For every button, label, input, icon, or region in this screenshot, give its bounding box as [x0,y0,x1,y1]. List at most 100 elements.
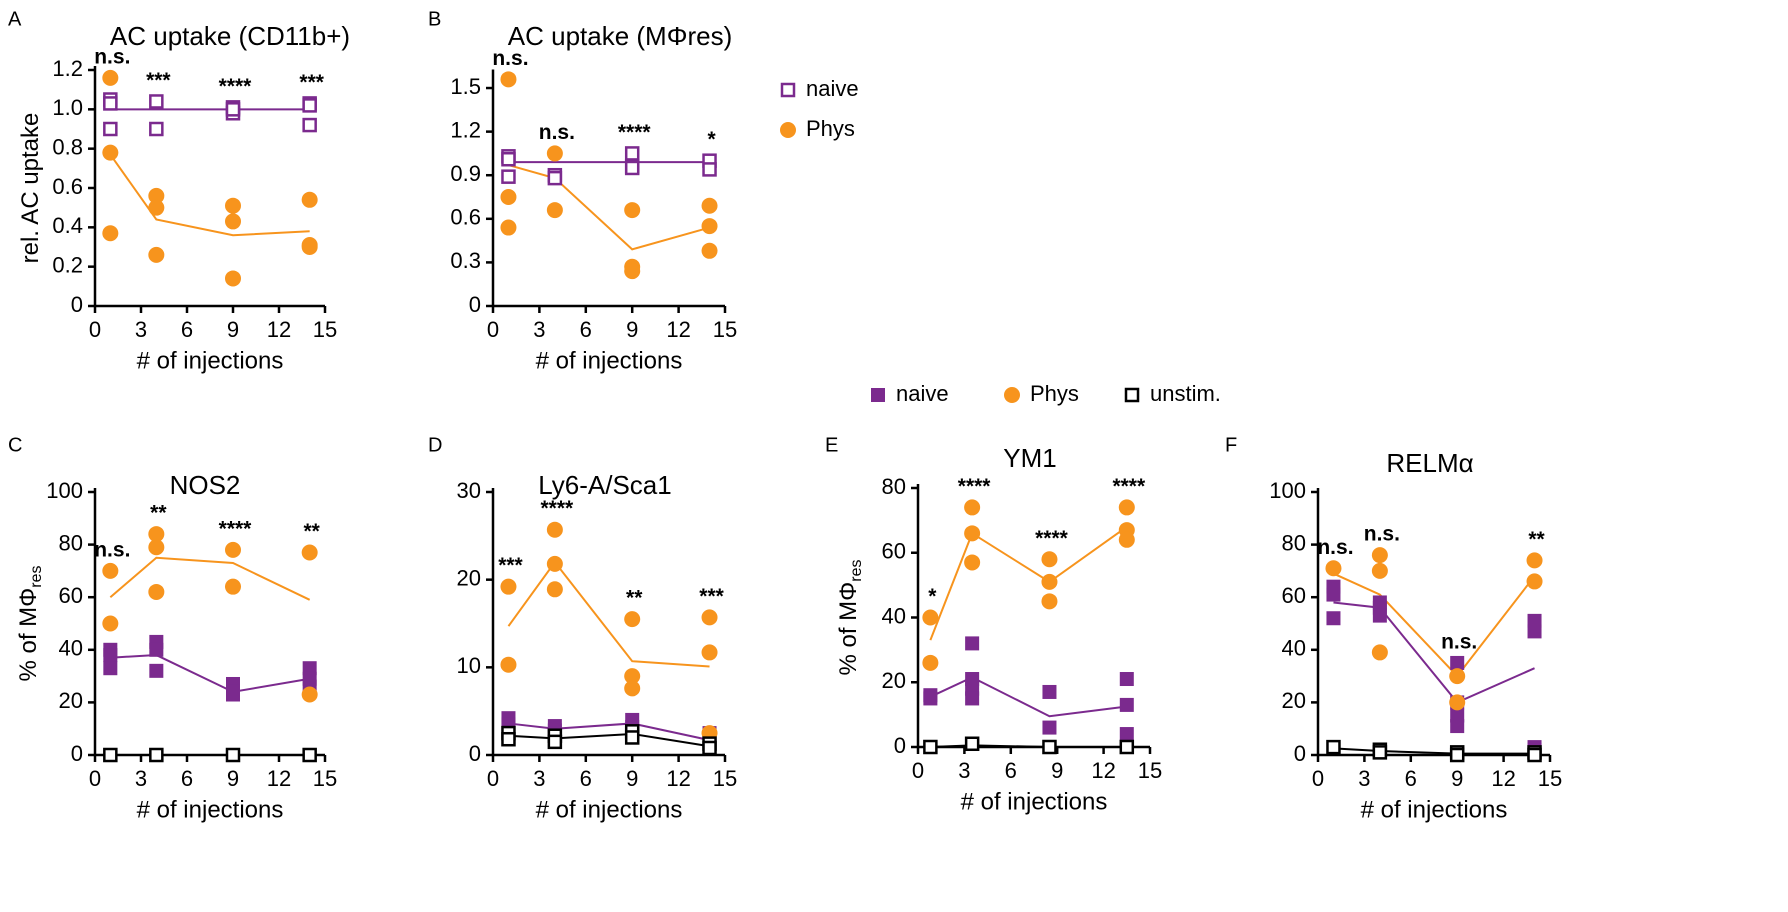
x-tick-label: 0 [89,317,101,342]
square-point [1372,608,1387,623]
phys-point [301,239,318,255]
significance-label: n.s. [1441,630,1477,653]
x-tick-label: 12 [1491,766,1515,791]
x-tick-label: 9 [626,317,638,342]
chart-title: AC uptake (CD11b+) [110,21,350,51]
legend-label: unstim. [1150,381,1221,406]
significance-label: **** [219,517,253,540]
phys-point [701,197,718,214]
phys-point [102,225,119,242]
phys-point [624,202,641,219]
square-point [103,648,118,663]
significance-label: n.s. [94,538,130,561]
panel-letter: F [1225,434,1237,456]
legend-label: naive [896,381,949,406]
phys-point [148,187,165,204]
y-tick-label: 60 [59,583,83,608]
phys-point [148,246,165,263]
open-square-point [547,170,563,186]
phys-point [1371,644,1388,661]
panel-letter: A [8,8,22,30]
phys-point [225,213,241,230]
mean-line [508,164,710,251]
y-tick-label: 0.6 [450,205,481,230]
y-tick-label: 0.4 [52,213,83,238]
square-point [965,636,980,651]
open-square-point [501,731,516,747]
open-square-point [225,102,241,117]
significance-label: n.s. [1317,536,1353,559]
square-point [1119,672,1134,687]
y-tick-label: 40 [59,636,83,661]
x-tick-label: 9 [227,317,239,342]
y-axis-label: % of MΦres [835,559,865,675]
square-point [1527,613,1542,628]
phys-point [1449,668,1466,685]
open-square-point [1042,739,1057,755]
x-tick-label: 0 [487,766,499,791]
x-tick-label: 9 [1451,766,1463,791]
chart-title: Ly6-A/Sca1 [538,470,671,500]
significance-label: ** [1528,528,1545,551]
y-axis-label-sub: res [28,565,45,587]
x-tick-label: 15 [713,317,737,342]
y-tick-label: 40 [1282,636,1306,661]
phys-point [148,583,165,600]
y-tick-label: 1.5 [450,74,481,99]
phys-point [500,656,517,673]
significance-label: ** [303,520,320,543]
x-tick-label: 0 [912,758,924,783]
phys-point [624,611,641,628]
x-tick-label: 12 [267,317,291,342]
open-square-point [1119,739,1135,755]
y-tick-label: 1.2 [52,56,83,81]
mean-line [1333,572,1536,678]
y-tick-label: 0 [469,741,481,766]
x-tick-label: 6 [580,317,592,342]
phys-point [1371,562,1388,579]
open-square-point [547,734,563,750]
phys-point [1449,694,1466,711]
y-tick-label: 100 [1269,478,1306,503]
x-tick-label: 15 [1538,766,1562,791]
phys-point [500,219,517,236]
open-square-point [103,96,118,111]
y-axis-label-main: rel. AC uptake [17,113,44,264]
phys-point [1371,547,1388,564]
phys-point [148,539,165,556]
significance-label: n.s. [94,45,130,68]
significance-label: n.s. [492,47,528,70]
y-tick-label: 0 [894,733,906,758]
phys-point [102,562,119,579]
square-point [1527,624,1542,639]
open-square-point [1372,745,1388,760]
square-point [923,691,938,706]
y-axis-label-sub: res [848,559,865,581]
square-point [1326,587,1341,602]
phys-point [546,581,563,598]
phys-point [546,521,563,538]
y-axis-label: % of MΦres [15,565,45,681]
mean-line [929,676,1127,718]
phys-point [1041,551,1058,568]
y-axis-label-main: % of MΦ [15,588,42,682]
phys-point [500,578,517,595]
phys-point [148,526,165,543]
y-tick-label: 0.9 [450,161,481,186]
phys-point [301,686,318,703]
panel-chart: A AC uptake (CD11b+) # of injections rel. A… [8,8,350,374]
x-tick-label: 6 [580,766,592,791]
panel-letter: C [8,434,22,456]
phys-point [301,191,318,208]
x-tick-label: 0 [487,317,499,342]
y-tick-label: 0 [1294,741,1306,766]
phys-point [225,197,241,214]
open-square-point [1326,739,1341,755]
significance-label: *** [146,69,171,92]
square-point [149,663,164,678]
x-tick-label: 3 [135,317,147,342]
phys-point [624,668,641,685]
x-tick-label: 12 [267,766,291,791]
y-tick-label: 20 [457,565,481,590]
chart-title: RELMα [1386,448,1473,478]
